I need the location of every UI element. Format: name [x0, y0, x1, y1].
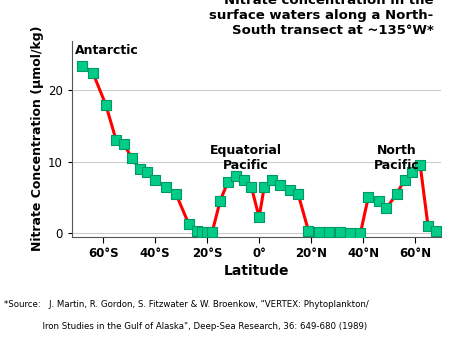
Point [198, 229, 206, 234]
Text: Equatorial
Pacific: Equatorial Pacific [210, 144, 282, 172]
Text: Antarctic: Antarctic [75, 44, 138, 57]
Y-axis label: Nitrate Concentration (μmol/kg): Nitrate Concentration (μmol/kg) [31, 26, 44, 251]
Point [209, 229, 216, 234]
Text: Iron Studies in the Gulf of Alaska", Deep-Sea Research, 36: 649-680 (1989): Iron Studies in the Gulf of Alaska", Dee… [4, 322, 368, 331]
Point [261, 184, 268, 189]
Point [393, 191, 400, 196]
Point [424, 223, 432, 228]
Point [162, 184, 169, 189]
Point [185, 222, 193, 227]
Point [128, 155, 135, 161]
Point [269, 177, 276, 182]
Point [357, 230, 364, 236]
Point [294, 191, 302, 196]
Point [326, 230, 333, 235]
Point [203, 230, 211, 235]
X-axis label: Latitude: Latitude [224, 264, 289, 278]
Point [232, 173, 239, 179]
Point [287, 188, 294, 193]
Point [364, 195, 372, 200]
Point [401, 177, 408, 182]
Point [409, 170, 416, 175]
Point [336, 230, 343, 235]
Point [248, 184, 255, 189]
Point [136, 166, 143, 172]
Point [224, 179, 231, 185]
Point [144, 170, 151, 175]
Point [216, 198, 224, 204]
Point [375, 198, 382, 204]
Text: Nitrate concentration in the
surface waters along a North-
South transect at ~13: Nitrate concentration in the surface wat… [209, 0, 434, 37]
Point [346, 230, 354, 236]
Point [152, 177, 159, 182]
Point [315, 229, 323, 235]
Point [193, 228, 200, 234]
Point [305, 228, 312, 234]
Point [256, 215, 263, 220]
Point [112, 138, 120, 143]
Point [240, 177, 247, 182]
Point [79, 63, 86, 68]
Point [417, 163, 424, 168]
Point [102, 102, 109, 107]
Point [432, 228, 439, 234]
Point [276, 182, 284, 187]
Point [172, 191, 180, 196]
Point [383, 206, 390, 211]
Point [120, 141, 127, 147]
Text: North
Pacific: North Pacific [374, 144, 420, 172]
Text: *Source:   J. Martin, R. Gordon, S. Fitzwater & W. Broenkow, "VERTEX: Phytoplank: *Source: J. Martin, R. Gordon, S. Fitzwa… [4, 300, 369, 309]
Point [89, 70, 96, 75]
